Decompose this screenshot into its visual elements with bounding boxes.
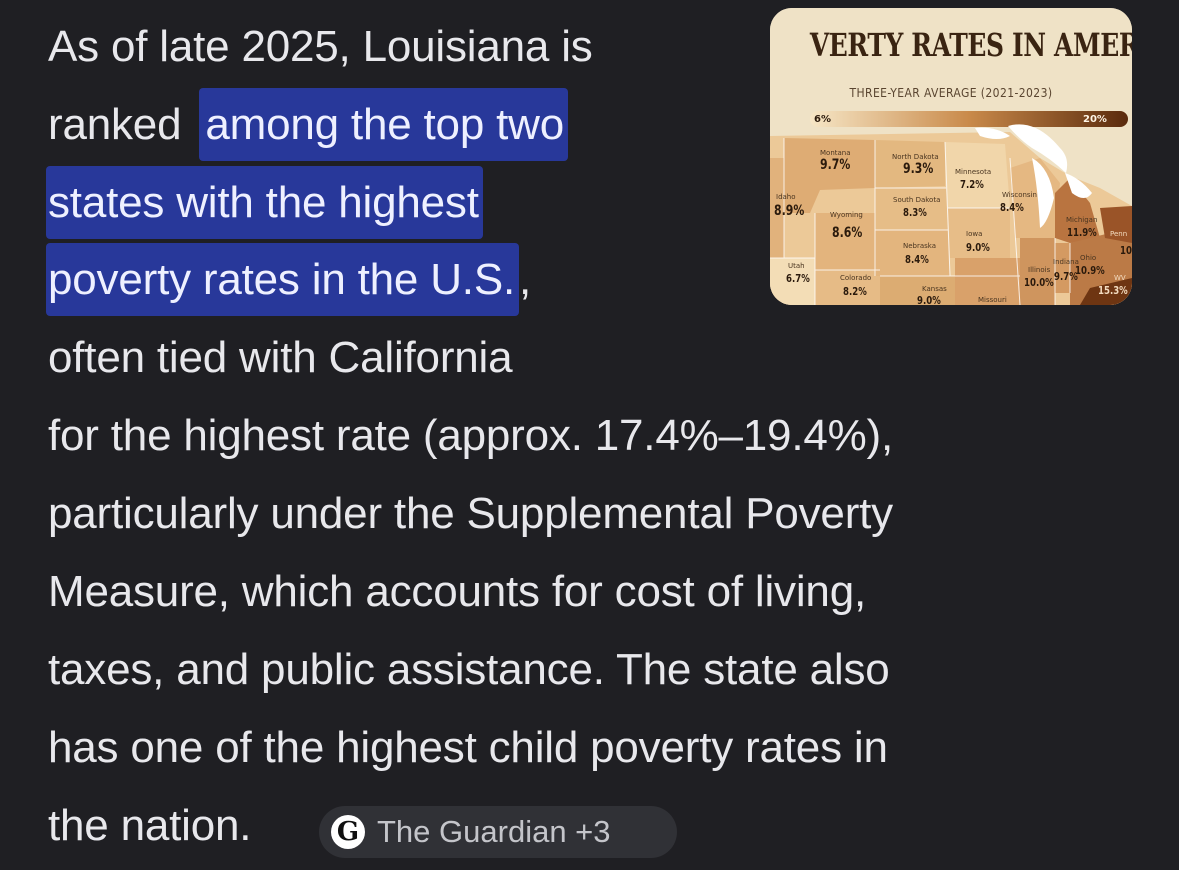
state-name-colorado: Colorado [840,274,872,282]
state-value-nebraska: 8.4% [905,253,929,266]
answer-line-6: for the highest rate (approx. 17.4%–19.4… [48,411,894,460]
state-value-colorado: 8.2% [843,285,867,298]
highlighted-phrase[interactable]: poverty rates in the U.S. [46,243,519,316]
state-name-north-dakota: North Dakota [892,153,939,161]
state-value-wyoming: 8.6% [832,225,863,241]
answer-line-2-plain: ranked [48,100,194,149]
poverty-map-thumbnail[interactable]: VERTY RATES IN AMERI THREE-YEAR AVERAGE … [770,8,1132,305]
state-name-wisconsin: Wisconsin [1002,191,1037,199]
state-name-missouri: Missouri [978,296,1007,304]
state-value-minnesota: 7.2% [960,178,984,191]
state-name-wv: WV [1114,274,1126,282]
scale-max-label: 20% [1083,114,1107,125]
answer-line-9: taxes, and public assistance. The state … [48,645,890,694]
map-graphic [770,8,1132,305]
highlighted-phrase[interactable]: states with the highest [46,166,483,239]
source-chip[interactable]: G The Guardian +3 [319,806,677,858]
state-value-iowa: 9.0% [966,241,990,254]
state-name-montana: Montana [820,149,851,157]
answer-line-4: poverty rates in the U.S., [46,243,532,316]
highlighted-phrase[interactable]: among the top two [199,88,568,161]
state-name-iowa: Iowa [966,230,983,238]
state-value-ohio: 10.9% [1075,264,1105,277]
state-name-utah: Utah [788,262,805,270]
state-value-kansas: 9.0% [917,294,941,305]
state-value-idaho: 8.9% [774,203,805,219]
source-chip-label: The Guardian +3 [377,814,611,849]
answer-line-5: often tied with California [48,333,513,382]
answer-line-10: has one of the highest child poverty rat… [48,723,888,772]
state-name-wyoming: Wyoming [830,211,863,219]
answer-line-8: Measure, which accounts for cost of livi… [48,567,866,616]
state-value-wisconsin: 8.4% [1000,201,1024,214]
state-value-utah: 6.7% [786,272,810,285]
state-name-minnesota: Minnesota [955,168,992,176]
state-value-indiana: 9.7% [1054,270,1078,283]
state-name-ohio: Ohio [1080,254,1097,262]
state-name-nebraska: Nebraska [903,242,937,250]
map-title: VERTY RATES IN AMERI [809,26,1132,64]
state-name-kansas: Kansas [922,285,947,293]
state-name-michigan: Michigan [1066,216,1098,224]
state-value-pa: 10 [1120,244,1132,257]
state-value-michigan: 11.9% [1067,226,1097,239]
state-name-idaho: Idaho [776,193,796,201]
state-value-illinois: 10.0% [1024,276,1054,289]
answer-line-11: the nation. [48,801,252,850]
map-subtitle: THREE-YEAR AVERAGE (2021-2023) [849,86,1053,100]
state-name-illinois: Illinois [1028,266,1051,274]
answer-line-4-tail: , [519,255,532,304]
guardian-logo-icon: G [331,815,365,849]
state-value-wv: 15.3% [1098,284,1128,297]
answer-line-1: As of late 2025, Louisiana is [48,22,593,71]
color-scale-bar [810,111,1128,127]
state-value-north-dakota: 9.3% [903,161,934,177]
answer-line-3: states with the highest [46,166,483,239]
answer-line-2: ranked among the top two [48,88,568,161]
answer-line-7: particularly under the Supplemental Pove… [48,489,893,538]
state-value-montana: 9.7% [820,157,851,173]
state-value-south-dakota: 8.3% [903,206,927,219]
scale-min-label: 6% [814,114,831,125]
state-name-south-dakota: South Dakota [893,196,941,204]
state-name-pa: Penn [1110,230,1128,238]
state-name-indiana: Indiana [1053,258,1079,266]
